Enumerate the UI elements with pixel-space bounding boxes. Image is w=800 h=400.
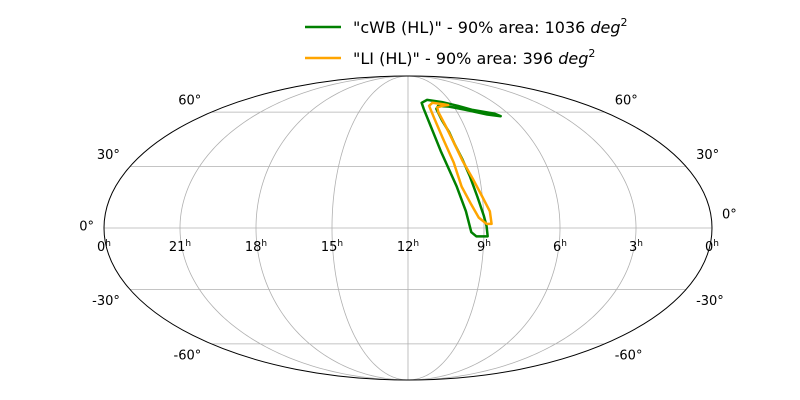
series-1-contour <box>427 101 493 226</box>
dec-tick-label-right: 60° <box>615 94 638 109</box>
series-0-contour <box>420 98 502 238</box>
ra-tick-label: 0h <box>97 239 111 255</box>
ra-tick-label: 21h <box>169 239 191 255</box>
ra-tick-label: 15h <box>321 239 343 255</box>
mollweide-frame <box>103 75 713 381</box>
legend-label: "LI (HL)" - 90% area: 396 deg2 <box>353 47 595 68</box>
grid-meridian <box>331 75 409 381</box>
dec-tick-label-left: 60° <box>178 94 201 109</box>
grid-meridian <box>407 75 637 381</box>
grid-meridian <box>179 75 409 381</box>
dec-tick-label-left: -30° <box>92 294 120 309</box>
dec-tick-label-right: -60° <box>615 348 643 363</box>
graticule <box>104 75 712 381</box>
grid-meridian <box>407 75 561 381</box>
dec-tick-label-right: 0° <box>722 208 737 223</box>
grid-meridian <box>407 75 485 381</box>
grid-meridian <box>255 75 409 381</box>
ra-tick-label: 18h <box>245 239 267 255</box>
dec-tick-label-right: -30° <box>696 294 724 309</box>
legend: "cWB (HL)" - 90% area: 1036 deg2 "LI (HL)… <box>305 16 628 68</box>
dec-tick-label-right: 30° <box>696 148 719 163</box>
tick-labels: 0h 21h 18h 15h 12h 9h 6h 3h 0h 60° 60° 30° 30° 0° 0° -3… <box>79 94 737 364</box>
ra-tick-label: 0h <box>705 239 719 255</box>
dec-tick-label-left: 30° <box>97 148 120 163</box>
dec-tick-label-left: -60° <box>174 348 202 363</box>
dec-tick-label-left: 0° <box>79 220 94 235</box>
ra-tick-label: 12h <box>397 239 419 255</box>
ra-tick-label: 9h <box>477 239 491 255</box>
series-layer <box>420 98 502 238</box>
ra-tick-label: 6h <box>553 239 567 255</box>
legend-label: "cWB (HL)" - 90% area: 1036 deg2 <box>353 16 628 37</box>
ra-tick-label: 3h <box>629 239 643 255</box>
